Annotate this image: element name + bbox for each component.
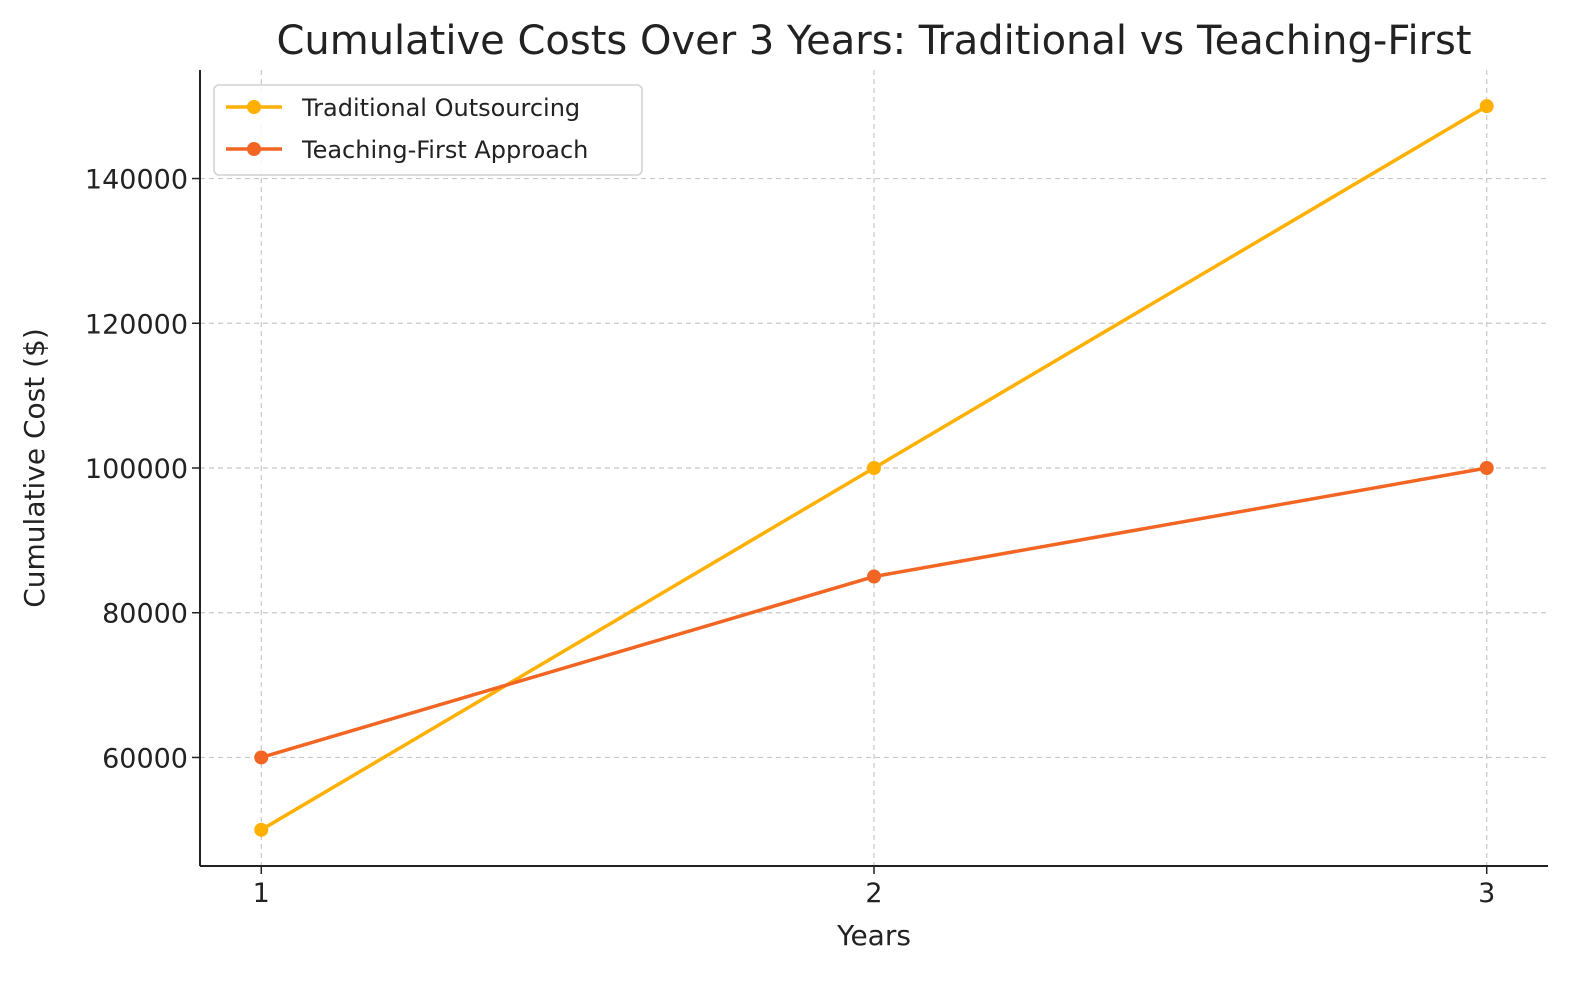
legend-marker bbox=[247, 100, 261, 114]
x-tick-label: 2 bbox=[865, 878, 882, 909]
data-point bbox=[254, 822, 269, 837]
legend: Traditional Outsourcing Teaching-First Ap… bbox=[213, 84, 643, 176]
data-point bbox=[867, 569, 881, 584]
legend-marker bbox=[247, 142, 261, 156]
y-axis-label: Cumulative Cost ($) bbox=[18, 328, 51, 608]
data-point bbox=[867, 461, 881, 475]
x-axis-label: Years bbox=[836, 919, 911, 952]
y-tick-label: 140000 bbox=[85, 165, 188, 196]
data-point bbox=[254, 750, 269, 765]
y-tick-label: 120000 bbox=[85, 309, 188, 340]
y-tick-label: 80000 bbox=[102, 599, 188, 630]
legend-box bbox=[213, 84, 643, 176]
data-point bbox=[1479, 99, 1494, 114]
legend-label: Traditional Outsourcing bbox=[301, 94, 580, 122]
data-point bbox=[1479, 461, 1494, 475]
y-tick-label: 60000 bbox=[102, 743, 188, 774]
x-tick-label: 3 bbox=[1478, 878, 1495, 909]
chart-title: Cumulative Costs Over 3 Years: Tradition… bbox=[276, 18, 1471, 64]
y-tick-label: 100000 bbox=[85, 454, 188, 485]
legend-label: Teaching-First Approach bbox=[301, 136, 588, 164]
x-tick-label: 1 bbox=[253, 878, 270, 909]
